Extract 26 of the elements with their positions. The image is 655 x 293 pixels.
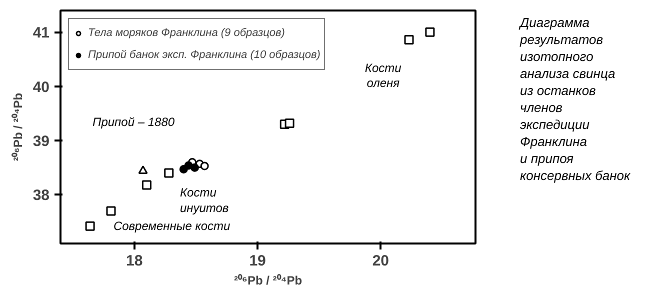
annotation: Припой – 1880 xyxy=(92,115,175,130)
x-tick-label: 20 xyxy=(372,252,390,270)
point xyxy=(404,35,414,45)
point xyxy=(142,180,152,190)
point xyxy=(106,206,116,216)
x-tick-label: 19 xyxy=(249,252,266,270)
point xyxy=(284,118,294,128)
x-tick-label: 18 xyxy=(126,252,143,270)
y-axis-title: ²⁰⁶Pb / ²⁰⁴Pb xyxy=(10,92,25,162)
annotation: Современные кости xyxy=(113,219,231,234)
x-axis-title: ²⁰⁶Pb / ²⁰⁴Pb xyxy=(234,274,302,288)
point xyxy=(425,27,435,37)
point xyxy=(190,163,199,172)
point xyxy=(200,162,209,170)
y-tick-label: 41 xyxy=(32,24,50,42)
point xyxy=(138,166,148,174)
y-tick-label: 39 xyxy=(32,133,50,150)
annotation: Кости инуитов xyxy=(180,185,229,215)
annotation: Кости оленя xyxy=(364,60,402,90)
point xyxy=(85,221,95,231)
y-tick-label: 40 xyxy=(32,78,50,96)
y-tick-label: 38 xyxy=(32,187,50,204)
legend-label: Припой банок эксп. Франклина (10 образцов) xyxy=(88,48,320,62)
point xyxy=(164,168,174,178)
text: Диаграмма результатов изотопного анализа свинца из останков членов экспедиции Франклина и припоя консервных банок xyxy=(520,15,630,183)
legend-label: Тела моряков Франклина (9 образцов) xyxy=(88,26,285,40)
